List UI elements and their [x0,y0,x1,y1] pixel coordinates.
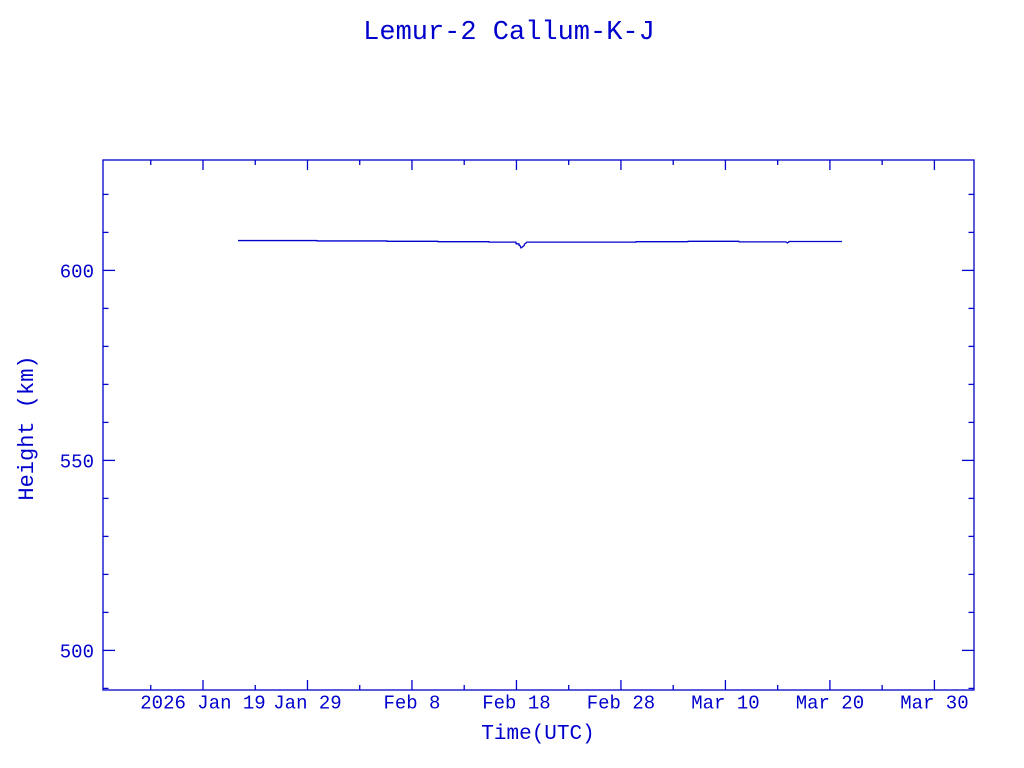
svg-text:500: 500 [60,641,94,663]
svg-text:Mar 20: Mar 20 [796,693,864,715]
svg-text:Feb 28: Feb 28 [587,693,655,715]
svg-text:Lemur-2 Callum-K-J: Lemur-2 Callum-K-J [363,18,655,48]
svg-text:Feb 18: Feb 18 [482,693,550,715]
svg-text:2026 Jan 19: 2026 Jan 19 [140,693,265,715]
svg-text:550: 550 [60,451,94,473]
svg-text:Feb 8: Feb 8 [383,693,440,715]
svg-text:Jan 29: Jan 29 [273,693,341,715]
svg-text:Mar 30: Mar 30 [900,693,968,715]
svg-text:Time(UTC): Time(UTC) [481,723,594,746]
svg-text:600: 600 [60,261,94,283]
svg-text:Mar 10: Mar 10 [691,693,759,715]
svg-text:Height (km): Height (km) [15,355,40,500]
